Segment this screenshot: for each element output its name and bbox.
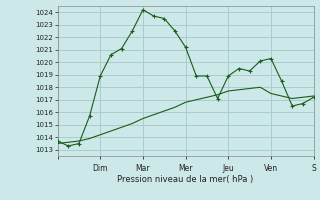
X-axis label: Pression niveau de la mer( hPa ): Pression niveau de la mer( hPa ): [117, 175, 254, 184]
